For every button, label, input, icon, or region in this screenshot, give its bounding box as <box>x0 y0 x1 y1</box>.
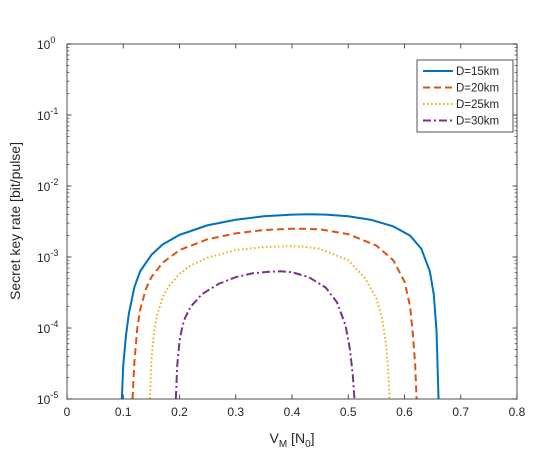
legend: D=15km D=20km D=25km D=30km <box>416 59 514 133</box>
y-tick-exponent: -5 <box>50 390 58 400</box>
y-tick-base: 10 <box>37 322 51 336</box>
y-tick-label: 10-3 <box>37 248 58 265</box>
x-axis-label-mid: [N <box>287 430 305 446</box>
y-tick-base: 10 <box>37 251 51 265</box>
legend-label-3: D=25km <box>456 99 499 111</box>
y-tick-label: 100 <box>37 35 55 52</box>
x-axis-label-end: ] <box>311 430 315 446</box>
x-tick-label: 0.3 <box>227 405 244 419</box>
tick-layer: 0 0.1 0.2 0.3 0.4 0.5 0.6 0.7 0.810-510-410-310-… <box>37 35 526 419</box>
x-tick-label: 0.8 <box>509 405 526 419</box>
y-tick-exponent: -3 <box>50 248 58 258</box>
y-tick-exponent: 0 <box>50 35 55 45</box>
y-tick-base: 10 <box>37 180 51 194</box>
legend-label-4: D=30km <box>456 116 499 128</box>
series-layer <box>120 213 440 400</box>
x-tick-label: 0.1 <box>115 405 132 419</box>
y-tick-exponent: -1 <box>50 106 58 116</box>
y-tick-label: 10-1 <box>37 106 58 123</box>
x-axis-label-sub-1: M <box>279 439 287 450</box>
y-tick-label: 10-2 <box>37 177 58 194</box>
series-line-1 <box>120 213 440 400</box>
legend-label-1: D=15km <box>456 66 499 78</box>
series-line-2 <box>131 227 418 400</box>
y-tick-label: 10-5 <box>37 390 58 407</box>
y-axis-label: Secret key rate [bit/pulse] <box>7 142 23 300</box>
x-tick-label: 0.2 <box>171 405 188 419</box>
x-axis-label-sub-2: 0 <box>305 439 311 450</box>
x-tick-label: 0.5 <box>340 405 357 419</box>
y-tick-label: 10-4 <box>37 319 58 336</box>
y-tick-base: 10 <box>37 393 51 407</box>
legend-label-2: D=20km <box>456 83 499 95</box>
x-tick-label: 0.7 <box>452 405 469 419</box>
y-tick-exponent: -2 <box>50 177 58 187</box>
y-tick-base: 10 <box>37 38 51 52</box>
x-tick-label: 0 <box>64 405 71 419</box>
x-axis-label: VM [N0] <box>269 430 314 450</box>
y-tick-base: 10 <box>37 109 51 123</box>
x-tick-label: 0.4 <box>284 405 301 419</box>
x-tick-label: 0.6 <box>396 405 413 419</box>
y-tick-exponent: -4 <box>50 319 58 329</box>
